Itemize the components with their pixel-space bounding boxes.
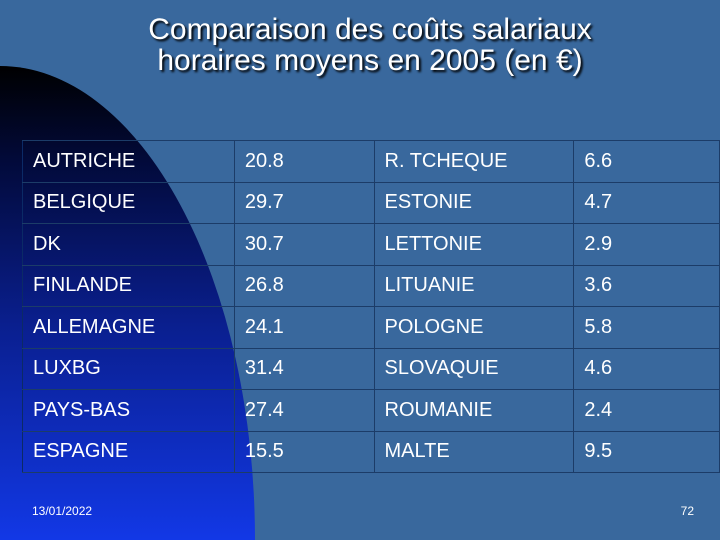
country-cell: LITUANIE bbox=[373, 264, 575, 307]
cost-value-cell: 4.6 bbox=[573, 347, 720, 390]
cost-value-cell: 15.5 bbox=[233, 430, 375, 473]
country-cell: R. TCHEQUE bbox=[373, 140, 575, 183]
cost-value-cell: 2.4 bbox=[573, 389, 720, 432]
country-cell: ALLEMAGNE bbox=[22, 306, 235, 349]
country-cell: BELGIQUE bbox=[22, 181, 235, 224]
table-row: BELGIQUE 29.7 ESTONIE 4.7 bbox=[22, 181, 720, 224]
table-row: AUTRICHE 20.8 R. TCHEQUE 6.6 bbox=[22, 140, 720, 183]
table-row: ALLEMAGNE 24.1 POLOGNE 5.8 bbox=[22, 306, 720, 349]
country-cell: FINLANDE bbox=[22, 264, 235, 307]
country-cell: SLOVAQUIE bbox=[373, 347, 575, 390]
country-cell: LETTONIE bbox=[373, 223, 575, 266]
country-cell: ROUMANIE bbox=[373, 389, 575, 432]
cost-value-cell: 2.9 bbox=[573, 223, 720, 266]
cost-value-cell: 30.7 bbox=[233, 223, 375, 266]
cost-value-cell: 5.8 bbox=[573, 306, 720, 349]
country-cell: ESTONIE bbox=[373, 181, 575, 224]
country-cell: POLOGNE bbox=[373, 306, 575, 349]
cost-value-cell: 31.4 bbox=[233, 347, 375, 390]
title-line-2: horaires moyens en 2005 (en €) bbox=[157, 44, 583, 77]
country-cell: AUTRICHE bbox=[22, 140, 235, 183]
title-line-1: Comparaison des coûts salariaux bbox=[148, 13, 592, 46]
country-cell: LUXBG bbox=[22, 347, 235, 390]
page-number: 72 bbox=[680, 504, 694, 518]
table-row: LUXBG 31.4 SLOVAQUIE 4.6 bbox=[22, 347, 720, 390]
slide-title: Comparaison des coûts salariaux horaires… bbox=[70, 14, 670, 76]
salary-cost-table: AUTRICHE 20.8 R. TCHEQUE 6.6 BELGIQUE 29.7 EST… bbox=[22, 140, 720, 473]
cost-value-cell: 27.4 bbox=[233, 389, 375, 432]
cost-value-cell: 3.6 bbox=[573, 264, 720, 307]
cost-value-cell: 6.6 bbox=[573, 140, 720, 183]
cost-value-cell: 26.8 bbox=[233, 264, 375, 307]
country-cell: ESPAGNE bbox=[22, 430, 235, 473]
country-cell: PAYS-BAS bbox=[22, 389, 235, 432]
cost-value-cell: 9.5 bbox=[573, 430, 720, 473]
cost-value-cell: 4.7 bbox=[573, 181, 720, 224]
cost-value-cell: 24.1 bbox=[233, 306, 375, 349]
cost-value-cell: 20.8 bbox=[233, 140, 375, 183]
cost-value-cell: 29.7 bbox=[233, 181, 375, 224]
table-row: DK 30.7 LETTONIE 2.9 bbox=[22, 223, 720, 266]
country-cell: MALTE bbox=[373, 430, 575, 473]
table-row: FINLANDE 26.8 LITUANIE 3.6 bbox=[22, 264, 720, 307]
country-cell: DK bbox=[22, 223, 235, 266]
footer-date: 13/01/2022 bbox=[32, 504, 93, 518]
table-row: PAYS-BAS 27.4 ROUMANIE 2.4 bbox=[22, 389, 720, 432]
table-row: ESPAGNE 15.5 MALTE 9.5 bbox=[22, 430, 720, 473]
